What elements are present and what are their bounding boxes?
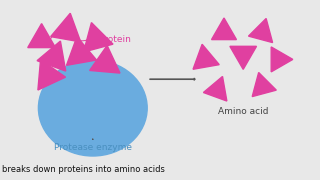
Polygon shape: [90, 46, 120, 73]
Polygon shape: [193, 44, 219, 69]
Polygon shape: [51, 13, 81, 42]
Polygon shape: [249, 19, 273, 43]
Polygon shape: [37, 41, 66, 71]
Polygon shape: [84, 23, 113, 52]
Polygon shape: [212, 18, 236, 40]
Text: breaks down proteins into amino acids: breaks down proteins into amino acids: [2, 165, 164, 174]
Polygon shape: [67, 37, 97, 65]
Polygon shape: [230, 46, 257, 69]
Ellipse shape: [38, 60, 147, 156]
Polygon shape: [252, 73, 276, 97]
Polygon shape: [28, 24, 55, 48]
Polygon shape: [38, 60, 66, 90]
Text: Protein: Protein: [99, 35, 131, 44]
Text: Protease enzyme: Protease enzyme: [54, 143, 132, 152]
Text: Amino acid: Amino acid: [218, 107, 268, 116]
Polygon shape: [271, 47, 293, 72]
Polygon shape: [204, 76, 227, 101]
